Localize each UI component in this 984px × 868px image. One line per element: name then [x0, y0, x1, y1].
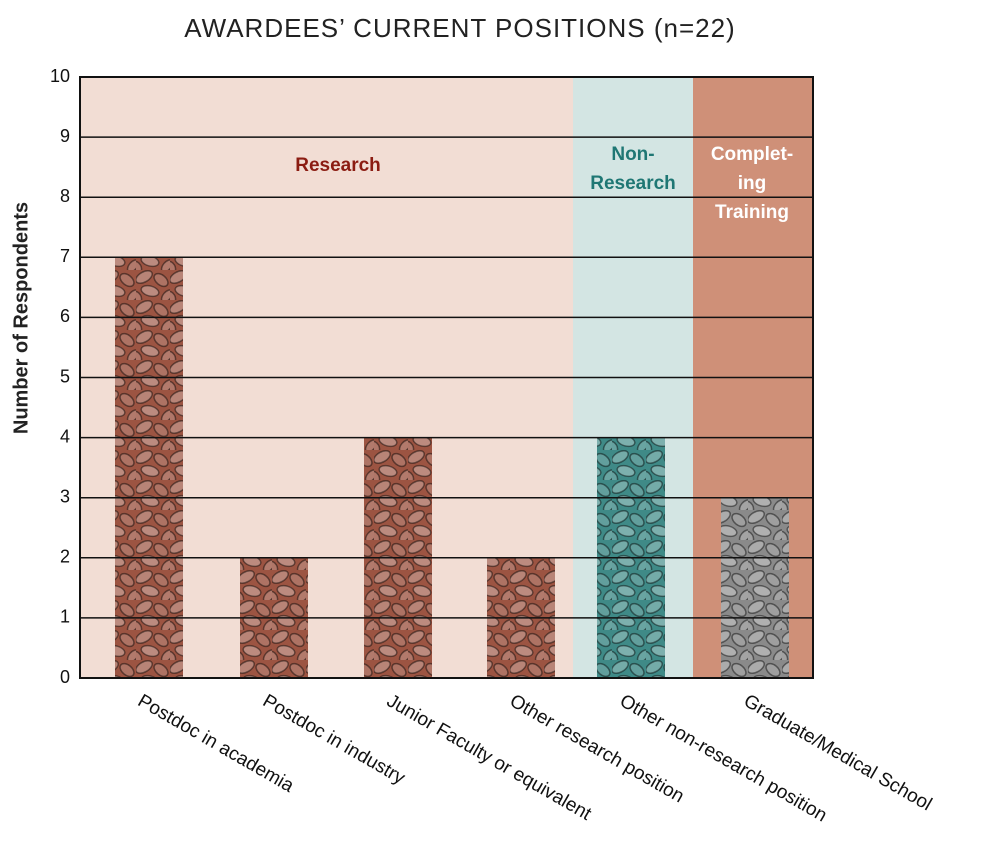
- x-tick-label: Junior Faculty or equivalent: [383, 690, 595, 825]
- region-label: Training: [715, 202, 789, 223]
- y-tick-label: 8: [60, 186, 70, 206]
- y-tick-label: 10: [50, 66, 70, 86]
- region-label: Research: [590, 173, 676, 194]
- region-label: ing: [738, 173, 767, 194]
- y-axis-label: Number of Respondents: [10, 202, 32, 434]
- y-tick-label: 7: [60, 246, 70, 266]
- y-tick-label: 1: [60, 607, 70, 627]
- y-tick-label: 2: [60, 547, 70, 567]
- y-tick-label: 5: [60, 366, 70, 386]
- region-label: Non-: [611, 144, 654, 165]
- y-tick-label: 6: [60, 306, 70, 326]
- plot-frame: [79, 76, 814, 679]
- bar-texture: [721, 497, 789, 678]
- x-tick-label: Other non-research position: [616, 690, 830, 826]
- plot: [79, 76, 814, 679]
- y-tick-label: 4: [60, 426, 70, 446]
- bar-texture: [115, 257, 183, 678]
- region-label: Research: [295, 155, 381, 176]
- y-tick-label: 0: [60, 667, 70, 687]
- chart-title: AWARDEES’ CURRENT POSITIONS (n=22): [184, 13, 735, 43]
- y-tick-label: 9: [60, 126, 70, 146]
- region-label: Complet-: [711, 144, 793, 165]
- y-tick-label: 3: [60, 486, 70, 506]
